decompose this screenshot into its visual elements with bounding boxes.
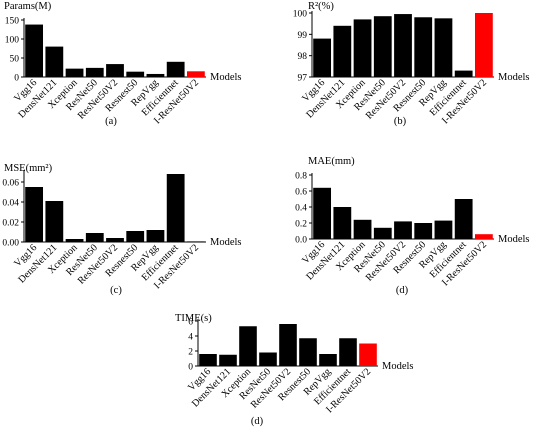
- bar-Efficientnet: [166, 61, 185, 77]
- bar-RepVgg: [146, 73, 165, 77]
- bar-Xception: [65, 68, 84, 77]
- bar-RepVgg: [434, 220, 453, 239]
- bar-Xception: [65, 239, 84, 242]
- y-tick-label: 100: [293, 10, 308, 20]
- x-axis-label: Models: [498, 72, 530, 83]
- y-tick-label: 4: [188, 333, 193, 343]
- bar-DensNet121: [333, 25, 352, 77]
- bar-ResNet50V2: [106, 238, 124, 242]
- chart-title: Params(M): [4, 1, 52, 12]
- bar-DensNet121: [219, 354, 237, 366]
- bar-Efficientnet: [454, 70, 473, 77]
- bar-RepVgg: [146, 230, 165, 242]
- bar-I-ResNet50V2: [474, 13, 493, 77]
- panel-label: (d): [251, 416, 264, 427]
- y-tick-label: 50: [10, 55, 20, 65]
- bar-ResNet50: [373, 16, 392, 77]
- bar-Resnest50: [126, 71, 145, 77]
- y-tick-label: 0.4: [295, 204, 307, 214]
- bar-ResNet50V2: [394, 14, 412, 78]
- panel-label: (c): [110, 285, 122, 296]
- bar-Efficientnet: [166, 174, 185, 242]
- y-tick-label: 0.00: [2, 239, 19, 249]
- panel-label: (b): [394, 116, 407, 127]
- bar-RepVgg: [434, 18, 453, 77]
- bar-Xception: [239, 326, 257, 366]
- bar-Resnest50: [414, 223, 433, 239]
- y-tick-label: 0.6: [295, 188, 307, 198]
- bar-ResNet50: [85, 233, 104, 242]
- bar-Efficientnet: [339, 338, 357, 366]
- bar-Efficientnet: [454, 199, 473, 239]
- panel-label: (d): [396, 285, 409, 296]
- y-tick-label: 2: [188, 348, 193, 358]
- y-tick-label: 97: [298, 74, 308, 84]
- chart-title: R²(%): [308, 1, 334, 12]
- bar-Xception: [353, 219, 372, 239]
- bar-Vgg16: [313, 38, 332, 77]
- bar-Resnest50: [414, 17, 433, 77]
- y-tick-label: 0.06: [2, 179, 19, 189]
- bar-I-ResNet50V2: [474, 234, 493, 239]
- bar-I-ResNet50V2: [186, 241, 205, 242]
- y-tick-label: 0.2: [295, 220, 307, 230]
- x-axis-label: Models: [210, 237, 242, 248]
- panel-label: (a): [105, 116, 117, 127]
- bar-DensNet121: [333, 207, 352, 239]
- bar-ResNet50V2: [394, 221, 412, 239]
- bar-Resnest50: [299, 338, 317, 366]
- y-tick-label: 0.04: [2, 199, 19, 209]
- y-tick-label: 0: [14, 74, 19, 84]
- bar-I-ResNet50V2: [186, 71, 205, 77]
- y-tick-label: 99: [298, 31, 308, 41]
- y-tick-label: 0.0: [295, 236, 307, 246]
- bar-ResNet50V2: [106, 64, 124, 77]
- bar-Resnest50: [126, 231, 145, 242]
- bar-Vgg16: [199, 354, 217, 366]
- y-tick-label: 98: [298, 52, 308, 62]
- bar-ResNet50: [373, 227, 392, 239]
- bar-ResNet50V2: [279, 324, 297, 366]
- x-axis-label: Models: [498, 234, 530, 245]
- y-tick-label: 0: [188, 363, 193, 373]
- y-tick-label: 6: [188, 318, 193, 328]
- bar-DensNet121: [45, 201, 64, 242]
- y-tick-label: 150: [5, 17, 20, 27]
- x-axis-label: Models: [210, 72, 242, 83]
- chart-title: MAE(mm): [308, 156, 355, 167]
- bar-DensNet121: [45, 46, 64, 77]
- bar-ResNet50: [259, 352, 277, 366]
- bar-RepVgg: [319, 354, 337, 366]
- bar-ResNet50: [85, 67, 104, 77]
- bar-Vgg16: [25, 24, 44, 78]
- x-axis-label: Models: [382, 361, 414, 372]
- y-tick-label: 0.02: [2, 219, 19, 229]
- bar-I-ResNet50V2: [359, 343, 377, 366]
- chart-title: MSE(mm²): [4, 163, 53, 174]
- bar-Vgg16: [25, 187, 44, 242]
- bar-Vgg16: [313, 187, 332, 239]
- bar-Xception: [353, 19, 372, 77]
- y-tick-label: 100: [5, 36, 20, 46]
- chart-title: TIME(s): [175, 313, 212, 324]
- y-tick-label: 0.8: [295, 172, 307, 182]
